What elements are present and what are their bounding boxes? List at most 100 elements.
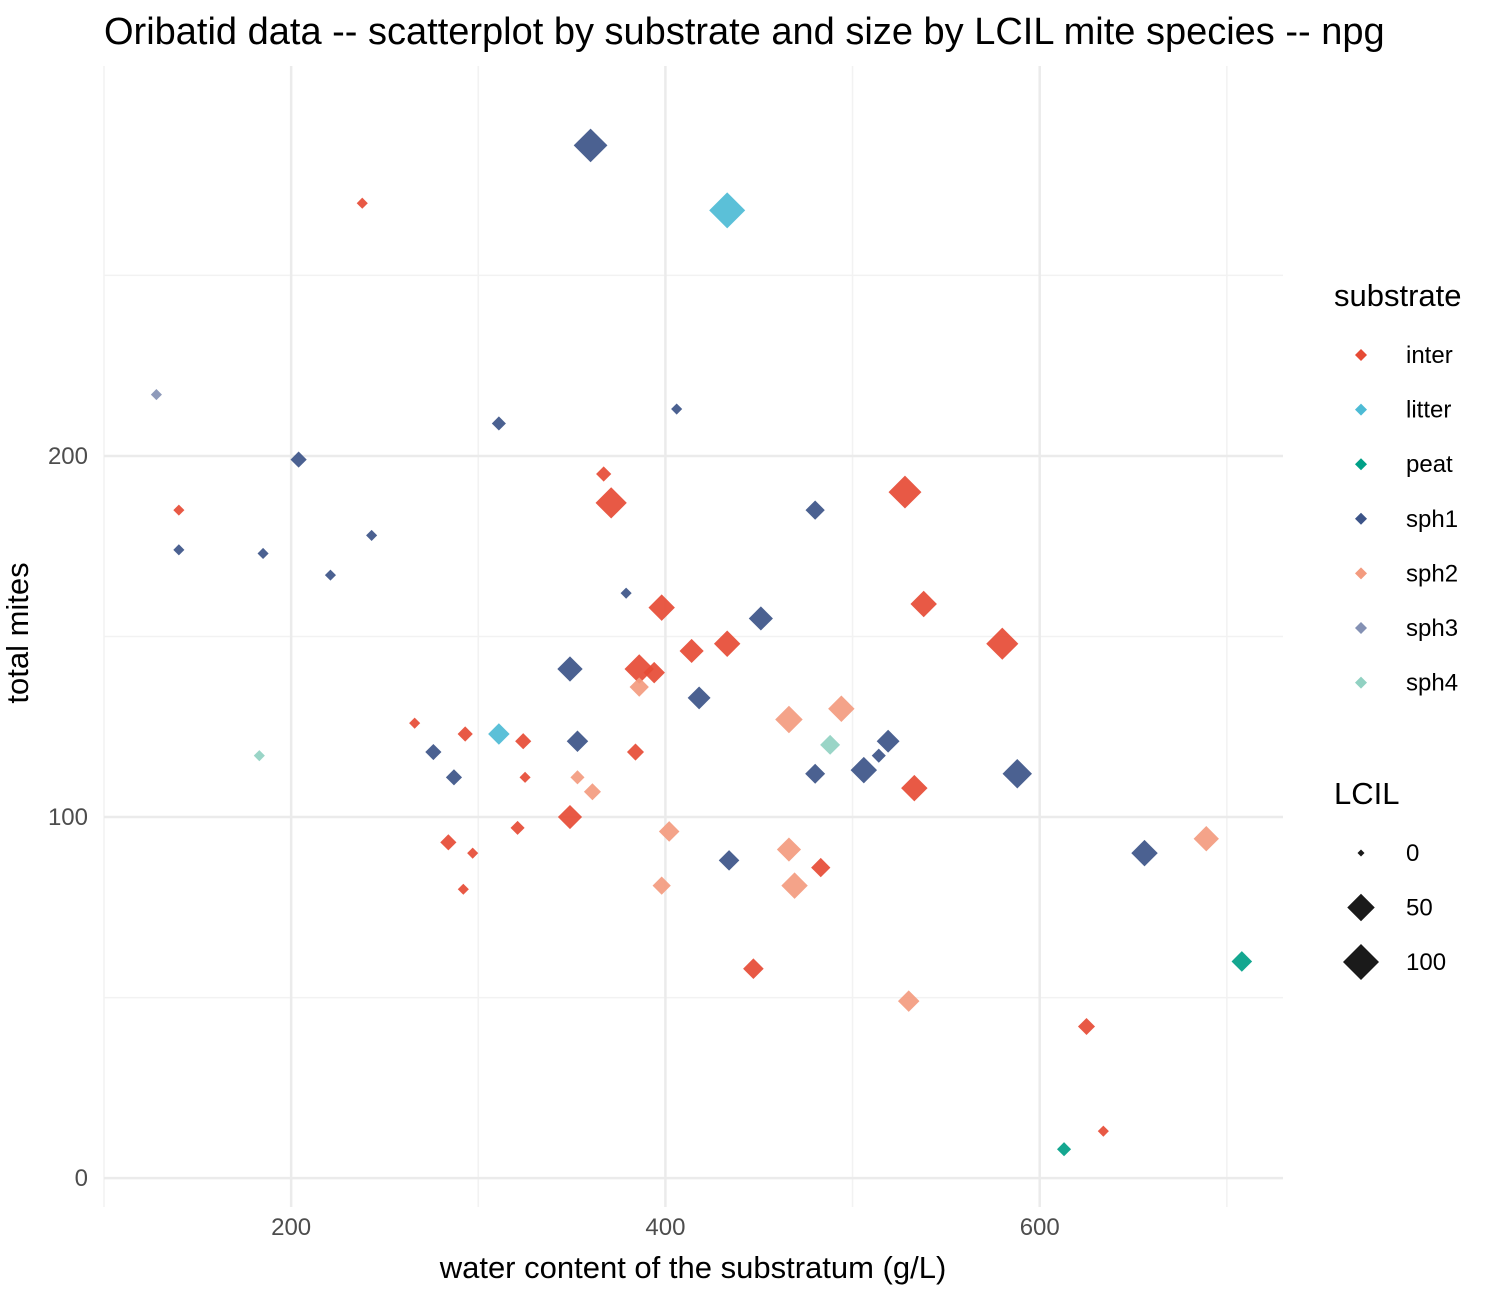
size-key-50 (1347, 893, 1375, 922)
x-tick-label: 200 (271, 1214, 311, 1241)
data-point-inter (595, 487, 627, 519)
data-point-inter (811, 857, 831, 878)
data-point-inter (596, 466, 612, 482)
data-point-sph1 (491, 416, 506, 431)
data-point-inter (515, 733, 532, 750)
data-point-sph2 (652, 876, 671, 895)
data-point-sph2 (781, 872, 808, 899)
legend-label-sph1: sph1 (1406, 506, 1458, 533)
data-point-inter (679, 638, 704, 664)
data-point-sph2 (897, 990, 920, 1012)
substrate-legend: inter litter peat sph1 sph2 sph3 sph4 (1355, 342, 1458, 697)
legend-key-litter (1355, 403, 1367, 416)
legend-label-litter: litter (1406, 397, 1451, 424)
data-point-sph1 (718, 850, 740, 871)
data-point-peat (1056, 1142, 1072, 1157)
data-point-sph2 (775, 705, 803, 734)
data-point-inter (409, 717, 421, 729)
data-point-sph1 (573, 128, 608, 163)
legend-key-sph3 (1355, 622, 1367, 634)
legend-label-sph4: sph4 (1406, 670, 1458, 697)
data-point-sph3 (150, 389, 162, 401)
data-point-litter (709, 192, 746, 229)
data-point-inter (648, 594, 675, 621)
data-point-sph1 (566, 730, 589, 752)
data-point-sph1 (173, 544, 185, 556)
data-point-inter (557, 804, 583, 830)
y-tick-label: 0 (75, 1165, 88, 1192)
y-tick-label: 200 (48, 443, 88, 470)
data-point-inter (467, 847, 479, 859)
data-point-inter (743, 958, 764, 979)
data-point-inter (910, 590, 937, 618)
data-point-sph1 (871, 748, 886, 763)
data-point-sph1 (748, 606, 773, 631)
data-point-sph1 (805, 763, 826, 784)
legend-key-peat (1355, 458, 1367, 471)
y-axis-title: total mites (0, 562, 35, 703)
size-key-0 (1357, 849, 1365, 857)
data-point-inter (356, 197, 368, 209)
data-point-sph4 (820, 734, 841, 755)
legend-key-sph2 (1355, 567, 1367, 580)
y-tick-label: 100 (48, 804, 88, 831)
data-point-inter (457, 883, 469, 895)
data-point-inter (643, 661, 665, 684)
data-point-sph2 (1193, 826, 1219, 852)
x-axis-title: water content of the substratum (g/L) (439, 1250, 947, 1285)
data-point-sph1 (620, 587, 632, 599)
data-point-inter (624, 654, 654, 684)
data-point-peat (1231, 951, 1253, 972)
minor-gridlines (103, 66, 1283, 1207)
data-point-sph2 (583, 783, 601, 801)
data-point-inter (986, 627, 1019, 660)
legend-key-sph1 (1355, 512, 1367, 525)
data-point-sph1 (324, 569, 336, 581)
data-point-sph1 (557, 656, 583, 682)
data-point-sph2 (570, 770, 585, 785)
size-label-50: 50 (1406, 895, 1433, 922)
lcil-legend: 0 50 100 (1343, 840, 1446, 980)
x-axis-ticks: 200 400 600 (271, 1214, 1060, 1241)
data-point-inter (519, 771, 531, 783)
data-point-sph1 (1131, 839, 1158, 867)
size-label-100: 100 (1406, 949, 1446, 976)
data-point-inter (626, 743, 645, 761)
data-point-sph2 (828, 695, 855, 722)
x-tick-label: 400 (645, 1214, 685, 1241)
data-points (150, 128, 1253, 1157)
data-point-sph1 (445, 769, 463, 786)
data-point-inter (901, 774, 928, 802)
data-point-sph2 (658, 821, 680, 842)
size-label-0: 0 (1406, 840, 1419, 867)
data-point-inter (457, 726, 473, 742)
y-axis-ticks: 0 100 200 (48, 443, 88, 1192)
data-point-sph2 (776, 837, 802, 862)
substrate-legend-title: substrate (1334, 278, 1462, 313)
data-point-sph1 (687, 686, 711, 710)
legend-label-sph3: sph3 (1406, 615, 1458, 642)
legend-key-inter (1355, 349, 1367, 361)
data-point-sph4 (253, 750, 265, 762)
data-point-sph2 (629, 677, 649, 697)
legend-label-inter: inter (1406, 342, 1453, 369)
data-point-inter (713, 630, 741, 657)
chart-title: Oribatid data -- scatterplot by substrat… (104, 11, 1385, 53)
data-point-sph1 (1002, 758, 1032, 789)
data-point-inter (440, 834, 457, 851)
data-point-sph1 (425, 743, 442, 761)
size-key-100 (1343, 944, 1379, 980)
data-point-inter (1097, 1125, 1109, 1137)
data-point-sph1 (257, 547, 269, 560)
data-point-sph1 (290, 451, 307, 468)
legend-key-sph4 (1355, 676, 1367, 689)
data-point-inter (510, 820, 525, 835)
legend-label-sph2: sph2 (1406, 560, 1458, 587)
data-point-sph1 (850, 756, 878, 784)
data-point-litter (488, 723, 510, 745)
data-point-inter (888, 475, 922, 509)
data-point-inter (1077, 1017, 1096, 1035)
data-point-sph1 (366, 529, 378, 541)
data-point-sph1 (671, 403, 683, 415)
